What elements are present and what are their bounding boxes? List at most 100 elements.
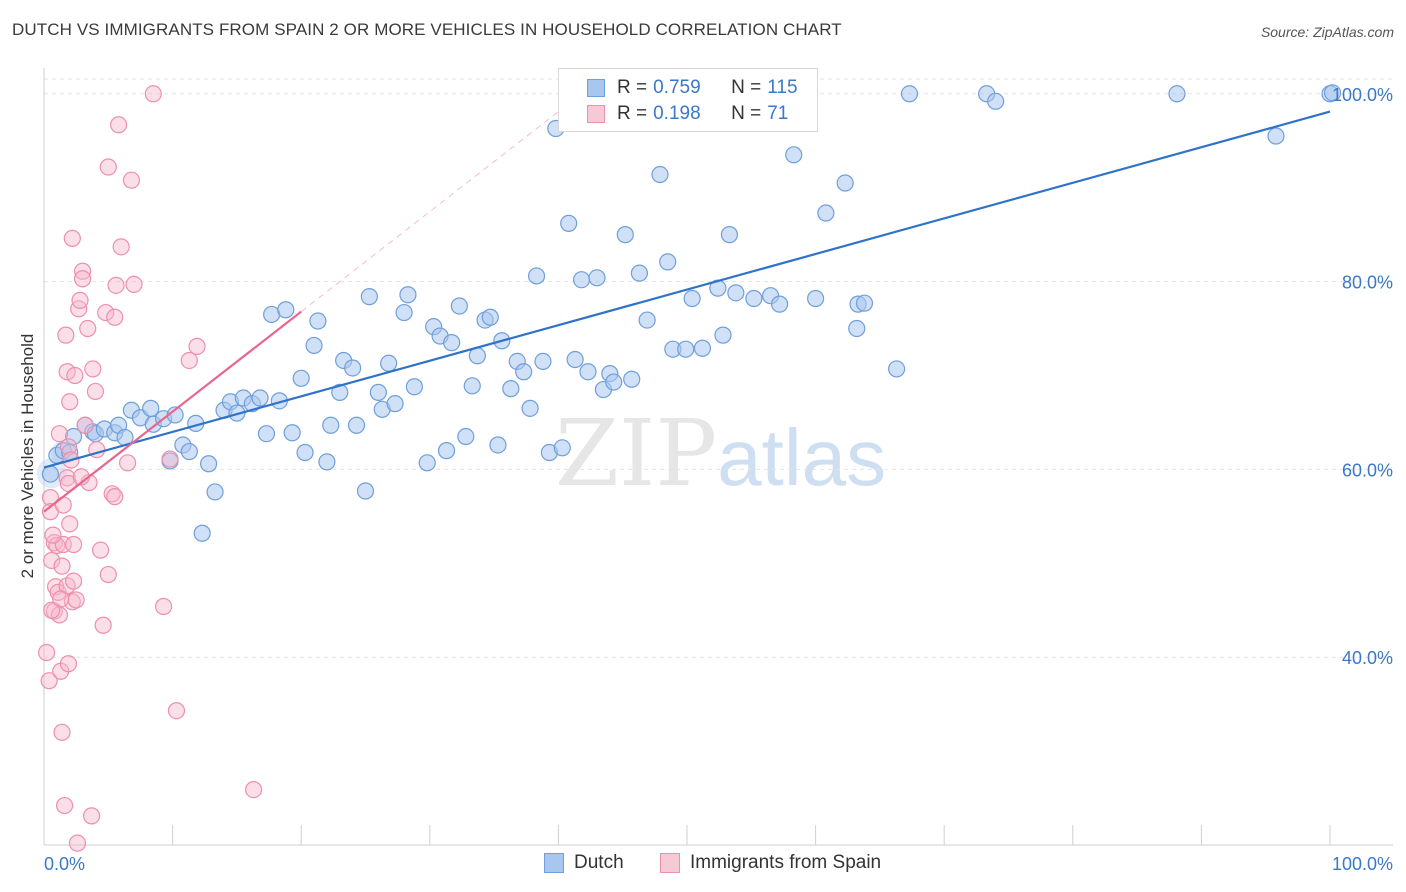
legend-r-value: 0.759 bbox=[653, 77, 701, 98]
dutch-point bbox=[322, 416, 340, 434]
spain-point bbox=[58, 469, 76, 487]
legend-item-dutch[interactable]: Dutch bbox=[544, 852, 624, 874]
dutch-point bbox=[395, 303, 413, 322]
dutch-point bbox=[283, 424, 301, 442]
series-legend: Dutch Immigrants from Spain bbox=[0, 852, 1406, 878]
dutch-point bbox=[296, 443, 314, 462]
dutch-point bbox=[572, 271, 591, 289]
spain-point bbox=[161, 450, 179, 468]
dutch-point bbox=[1168, 85, 1186, 103]
dutch-point bbox=[527, 267, 546, 285]
spain-point bbox=[61, 515, 79, 533]
source-credit: Source: ZipAtlas.com bbox=[1260, 24, 1394, 40]
spain-point bbox=[99, 158, 117, 176]
dutch-point bbox=[399, 286, 417, 304]
dutch-point bbox=[521, 399, 539, 417]
dutch-point bbox=[1267, 127, 1285, 145]
spain-point bbox=[53, 723, 71, 741]
spain-point bbox=[86, 382, 105, 401]
dutch-point bbox=[900, 85, 919, 103]
dutch-point bbox=[443, 334, 461, 352]
dutch-point bbox=[714, 326, 732, 344]
legend-label-spain: Immigrants from Spain bbox=[690, 852, 882, 873]
legend-row-dutch: R = 0.759 N = 115 bbox=[587, 76, 798, 100]
spain-point bbox=[188, 337, 206, 355]
spain-point bbox=[44, 526, 62, 544]
spain-point bbox=[79, 319, 97, 338]
trend-layer bbox=[43, 93, 1331, 513]
dutch-point bbox=[855, 294, 874, 312]
dutch-point bbox=[380, 354, 398, 372]
spain-point bbox=[167, 702, 186, 720]
dutch-point bbox=[251, 389, 269, 407]
dutch-trendline bbox=[43, 110, 1331, 469]
spain-point bbox=[94, 616, 112, 634]
spain-point bbox=[245, 780, 263, 799]
spain-point bbox=[71, 291, 89, 309]
dutch-point bbox=[64, 427, 83, 446]
legend-swatch-spain bbox=[660, 853, 680, 873]
stats-legend: R = 0.759 N = 115 R = 0.198 N = 71 bbox=[558, 68, 818, 132]
spain-point bbox=[91, 541, 110, 559]
dutch-point bbox=[677, 340, 695, 358]
dutch-point bbox=[888, 360, 906, 378]
spain-point bbox=[97, 303, 115, 322]
spain-trendline-extension bbox=[300, 93, 582, 313]
dutch-point bbox=[720, 226, 739, 244]
dutch-point bbox=[683, 289, 701, 308]
dutch-point bbox=[566, 350, 584, 369]
spain-point bbox=[122, 171, 141, 189]
dutch-point bbox=[588, 269, 606, 287]
y-axis-label: 2 or more Vehicles in Household bbox=[18, 333, 37, 579]
legend-item-spain[interactable]: Immigrants from Spain bbox=[660, 852, 881, 874]
watermark: ZIPatlas bbox=[555, 400, 886, 507]
dutch-point bbox=[659, 253, 677, 271]
dutch-point bbox=[987, 92, 1005, 110]
dutch-point bbox=[369, 383, 387, 401]
spain-point bbox=[106, 488, 124, 506]
spain-point bbox=[43, 551, 61, 570]
dutch-point bbox=[481, 308, 499, 326]
spain-point bbox=[144, 85, 162, 103]
spain-point bbox=[54, 496, 72, 514]
dutch-point bbox=[292, 369, 310, 387]
x-tick-label: 0.0% bbox=[44, 854, 85, 874]
dutch-point bbox=[785, 146, 803, 164]
spain-point bbox=[82, 807, 101, 825]
dutch-point bbox=[318, 453, 336, 471]
legend-r-label: R = bbox=[617, 103, 648, 124]
dutch-point bbox=[463, 377, 481, 395]
dutch-point bbox=[457, 427, 475, 446]
spain-point bbox=[40, 672, 58, 690]
dutch-point bbox=[142, 399, 160, 417]
dutch-point bbox=[638, 311, 656, 329]
axes-layer bbox=[43, 68, 1393, 846]
spain-point bbox=[73, 270, 92, 288]
dutch-point bbox=[534, 352, 552, 371]
dutch-point bbox=[1323, 84, 1342, 102]
spain-point bbox=[103, 485, 121, 503]
dutch-point bbox=[418, 454, 436, 472]
spain-point bbox=[84, 360, 102, 378]
spain-point bbox=[76, 416, 94, 434]
legend-label-dutch: Dutch bbox=[574, 852, 624, 873]
spain-point bbox=[59, 655, 78, 673]
dutch-point bbox=[553, 439, 571, 457]
dutch-point bbox=[579, 363, 597, 381]
legend-swatch-dutch bbox=[587, 79, 605, 97]
dutch-point bbox=[344, 359, 362, 377]
spain-point bbox=[99, 565, 117, 584]
spain-point bbox=[67, 591, 85, 609]
spain-point bbox=[53, 557, 71, 575]
dutch-point bbox=[309, 312, 327, 330]
y-tick-label: 100.0% bbox=[1332, 85, 1393, 105]
legend-n-label: N = bbox=[731, 77, 762, 98]
dutch-point bbox=[41, 465, 60, 483]
dutch-point bbox=[560, 214, 578, 232]
chart-title: DUTCH VS IMMIGRANTS FROM SPAIN 2 OR MORE… bbox=[12, 20, 842, 39]
legend-swatch-dutch bbox=[544, 853, 564, 873]
dutch-point bbox=[405, 378, 423, 396]
dutch-point bbox=[616, 226, 634, 244]
labels-layer: 40.0% 60.0% 80.0% 100.0% 0.0% 100.0% bbox=[44, 85, 1393, 874]
dutch-point bbox=[806, 289, 825, 308]
